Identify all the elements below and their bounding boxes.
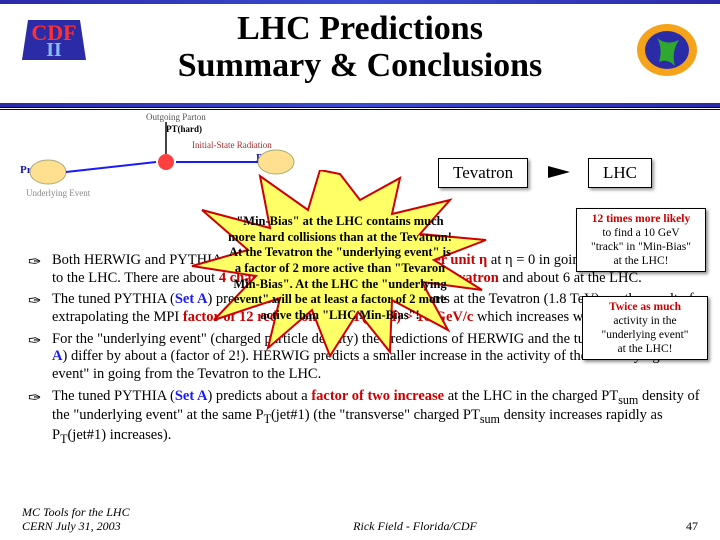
lhc-pill: LHC	[588, 158, 652, 188]
note2-l1: Twice as much	[609, 301, 681, 313]
b1-pre: Both HERWIG	[52, 252, 145, 268]
starburst-text: "Min-Bias" at the LHC contains much more…	[228, 214, 452, 323]
b4-sub2: sum	[480, 412, 500, 426]
footer-left: MC Tools for the LHC CERN July 31, 2003	[22, 506, 182, 534]
note2-l3: "underlying event"	[602, 329, 689, 341]
b4-t: T	[264, 412, 271, 426]
b4-red: factor of two increase	[311, 388, 444, 404]
page-number: 47	[648, 519, 698, 534]
b1-end: and about 6 at the LHC.	[502, 270, 641, 286]
b4-end2: (jet#1) increases).	[67, 427, 171, 443]
b4-seta: Set A	[175, 388, 208, 404]
slide-header: CDF II LHC Predictions Summary & Conclus…	[0, 0, 720, 110]
note1-l3: "track" in "Min-Bias"	[591, 241, 691, 253]
arrow-icon	[548, 166, 570, 178]
note2-l2: activity in the	[613, 315, 676, 327]
florida-logo	[632, 20, 702, 80]
cdf-logo: CDF II	[18, 10, 90, 68]
footer-date: CERN July 31, 2003	[22, 519, 121, 533]
note2-l4: at the LHC!	[618, 343, 673, 355]
starburst-callout: "Min-Bias" at the LHC contains much more…	[190, 170, 490, 360]
bullet-marker-icon: ✑	[28, 389, 41, 409]
slide-footer: MC Tools for the LHC CERN July 31, 2003 …	[0, 506, 720, 534]
note1-l1: 12 times more likely	[592, 213, 690, 225]
note1-l4: at the LHC!	[614, 255, 669, 267]
title-line1: LHC Predictions	[237, 10, 483, 47]
b4-mid: ) predicts about a	[207, 388, 311, 404]
note-12x: 12 times more likely to find a 10 GeV "t…	[576, 208, 706, 272]
b4-mid2: at the LHC in the charged PT	[444, 388, 618, 404]
note-twice: Twice as much activity in the "underlyin…	[582, 296, 708, 360]
b4-pre: The tuned PYTHIA (	[52, 388, 175, 404]
bullet-marker-icon: ✑	[28, 253, 41, 273]
note1-l2: to find a 10 GeV	[602, 227, 679, 239]
svg-text:II: II	[46, 39, 62, 61]
header-rule-top	[0, 0, 720, 4]
title-line2: Summary & Conclusions	[178, 47, 543, 84]
header-rule-bottom	[0, 103, 720, 107]
b2-pre: The tuned PYTHIA (	[52, 291, 175, 307]
slide-title: LHC Predictions Summary & Conclusions	[10, 6, 710, 85]
b4-sub: sum	[618, 393, 638, 407]
bullet-marker-icon: ✑	[28, 332, 41, 352]
b4-mid4: (jet#1) (the "transverse" charged PT	[271, 407, 480, 423]
footer-author: Rick Field - Florida/CDF	[182, 519, 648, 534]
bullet-4: ✑ The tuned PYTHIA (Set A) predicts abou…	[28, 388, 700, 447]
footer-event: MC Tools for the LHC	[22, 505, 130, 519]
bullet-marker-icon: ✑	[28, 292, 41, 312]
